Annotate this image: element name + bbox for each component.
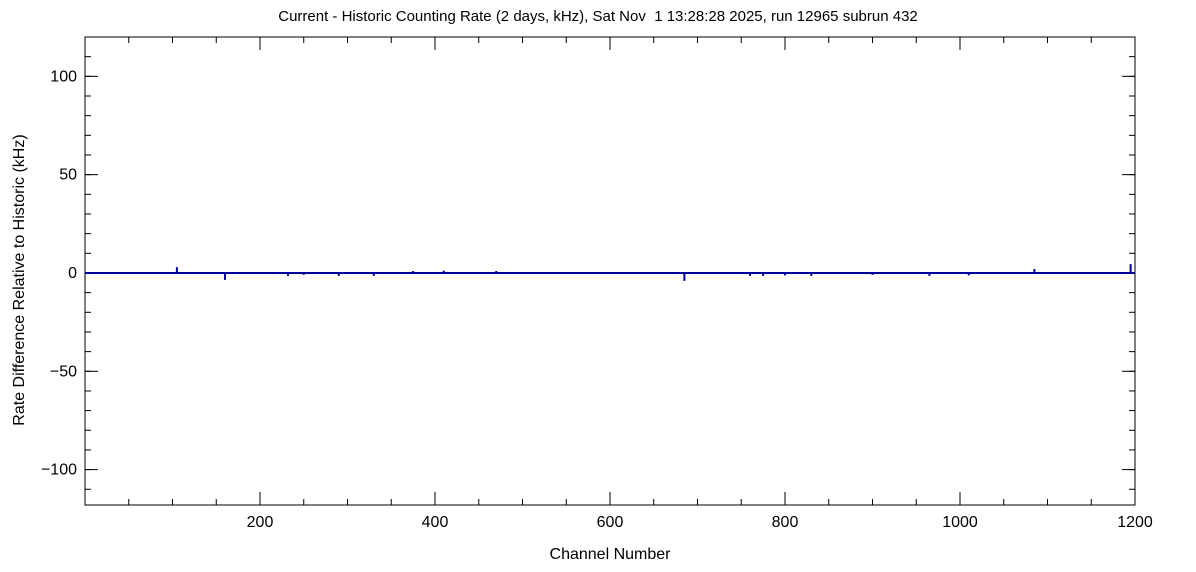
- x-tick-label: 400: [422, 514, 449, 531]
- plot-frame: [84, 36, 1136, 506]
- y-axis-label: Rate Difference Relative to Historic (kH…: [11, 134, 28, 426]
- chart-title: Current - Historic Counting Rate (2 days…: [278, 8, 918, 25]
- y-tick-label: 100: [50, 68, 77, 85]
- y-tick-label: 0: [68, 265, 77, 282]
- x-tick-label: 1200: [1117, 514, 1153, 531]
- x-tick-label: 600: [597, 514, 624, 531]
- y-tick-label: 50: [59, 167, 77, 184]
- y-tick-label: −100: [41, 462, 77, 479]
- x-tick-label: 200: [247, 514, 274, 531]
- y-tick-label: −50: [50, 363, 77, 380]
- x-tick-label: 800: [772, 514, 799, 531]
- x-tick-label: 1000: [942, 514, 978, 531]
- x-axis-label: Channel Number: [549, 546, 671, 563]
- series-rate-difference: [85, 264, 1135, 281]
